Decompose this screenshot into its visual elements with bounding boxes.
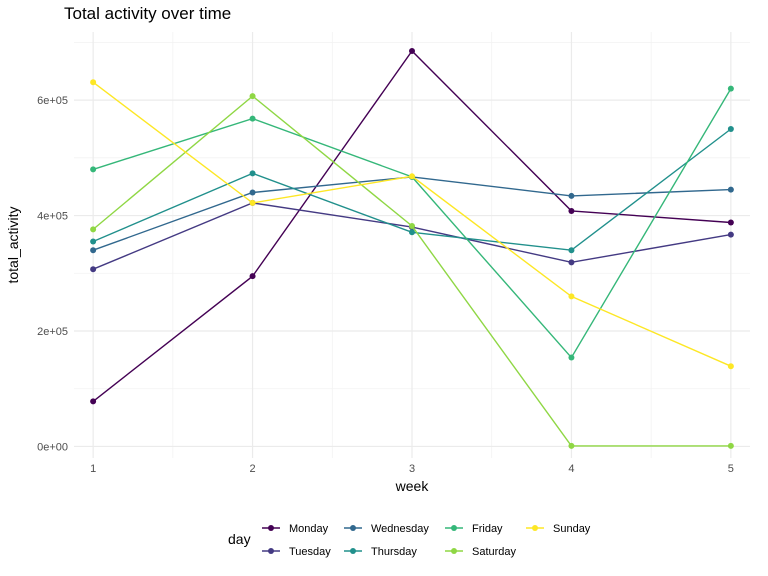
data-point [568,442,575,449]
data-point [568,207,575,214]
x-axis-title: week [395,478,430,494]
data-point [409,229,415,236]
data-point [90,266,97,273]
series-sunday [90,79,734,370]
legend: day Monday Tuesday Wednesday Thursday Friday S… [228,523,591,558]
legend-key-point [532,525,538,531]
axes: 0e+00 2e+05 4e+05 6e+05 1 2 3 4 5 week total_activ… [5,95,734,494]
y-tick-label: 0e+00 [37,441,68,453]
data-point [568,259,575,266]
data-point [727,186,734,193]
data-point [409,48,415,55]
y-tick-label: 4e+05 [37,211,68,223]
legend-key-point [268,548,274,554]
x-tick-label: 5 [728,463,734,475]
legend-label: Friday [472,523,503,535]
legend-item-friday: Friday [445,523,503,535]
series-thursday [90,125,734,254]
legend-label: Thursday [371,546,417,558]
legend-item-saturday: Saturday [445,546,517,558]
legend-label: Wednesday [371,523,429,535]
data-point [90,79,97,86]
series-saturday [90,93,734,449]
data-point [727,363,734,370]
legend-label: Saturday [472,546,517,558]
data-point [568,354,575,361]
legend-item-monday: Monday [262,523,329,535]
series-lines [90,48,734,449]
data-point [90,166,97,173]
x-tick-label: 1 [90,463,96,475]
data-point [727,219,734,226]
legend-key-point [350,525,356,531]
y-tick-label: 2e+05 [37,326,68,338]
legend-key-point [350,548,356,554]
data-point [249,115,256,122]
data-point [727,125,734,132]
data-point [249,170,256,177]
data-point [90,398,97,405]
legend-key-point [451,525,457,531]
data-point [409,173,415,180]
x-tick-label: 3 [409,463,415,475]
data-point [249,273,256,280]
grid [74,32,750,458]
legend-key-point [268,525,274,531]
x-tick-label: 4 [568,463,574,475]
legend-label: Tuesday [289,546,331,558]
data-point [568,192,575,199]
legend-title: day [228,531,251,547]
data-point [409,222,415,229]
legend-item-sunday: Sunday [526,523,591,535]
data-point [90,226,97,233]
legend-label: Monday [289,523,329,535]
y-axis-title: total_activity [5,206,21,283]
data-point [568,293,575,300]
data-point [249,189,256,196]
y-tick-label: 6e+05 [37,95,68,107]
series-monday [90,48,734,405]
chart-title: Total activity over time [64,4,232,23]
data-point [90,247,97,254]
data-point [90,238,97,245]
legend-key-point [451,548,457,554]
legend-item-thursday: Thursday [344,546,417,558]
legend-item-tuesday: Tuesday [262,546,331,558]
data-point [568,247,575,254]
data-point [727,85,734,92]
legend-item-wednesday: Wednesday [344,523,429,535]
data-point [249,93,256,100]
legend-label: Sunday [553,523,591,535]
data-point [727,231,734,238]
x-tick-label: 2 [250,463,256,475]
data-point [249,199,256,206]
data-point [727,442,734,449]
